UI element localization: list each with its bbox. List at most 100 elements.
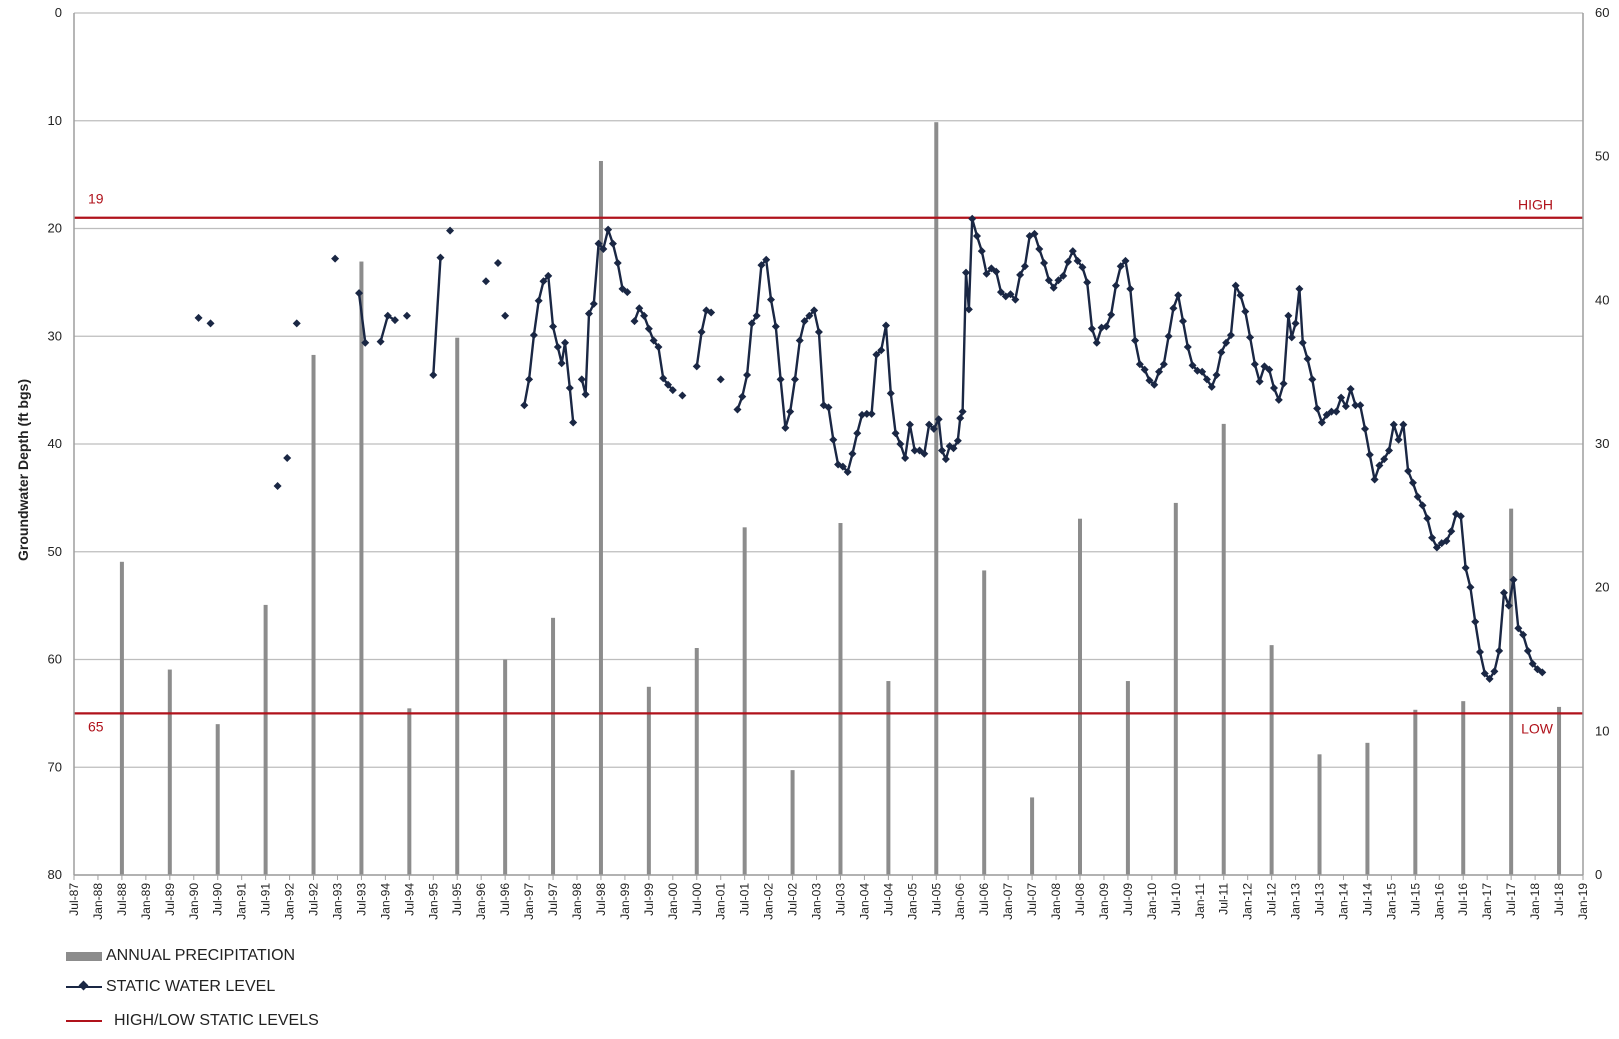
water-level-point	[1107, 310, 1116, 319]
x-tick-label: Jul-89	[163, 883, 177, 916]
water-level-point	[938, 446, 947, 455]
water-level-point	[1207, 382, 1216, 391]
x-tick-label: Jul-03	[833, 883, 847, 916]
precipitation-bar	[886, 681, 891, 875]
water-level-point	[814, 327, 823, 336]
water-level-point	[589, 299, 598, 308]
x-tick-label: Jan-99	[618, 883, 632, 920]
precipitation-bar	[455, 337, 460, 876]
x-tick-label: Jan-94	[378, 883, 392, 920]
grid	[74, 12, 1583, 876]
x-tick-label: Jul-99	[642, 883, 656, 916]
water-level-point	[1413, 492, 1422, 501]
water-level-point	[525, 375, 534, 384]
water-level-point	[961, 268, 970, 277]
water-level-point	[493, 258, 502, 267]
x-tick-label: Jul-14	[1360, 883, 1374, 916]
precipitation-bar	[1413, 709, 1418, 875]
water-level-point	[599, 244, 608, 253]
legend-precipitation: ANNUAL PRECIPITATION	[66, 947, 295, 965]
water-level-point	[390, 316, 399, 325]
water-level-point	[1337, 393, 1346, 402]
water-level-point	[941, 455, 950, 464]
water-level-line	[357, 293, 367, 343]
y-tick-label: 50	[48, 544, 62, 559]
water-level-point	[1308, 375, 1317, 384]
water-level-point	[881, 321, 890, 330]
water-level-point	[1399, 420, 1408, 429]
x-tick-label: Jul-06	[977, 883, 991, 916]
water-level-point	[569, 418, 578, 427]
water-level-point	[1078, 263, 1087, 272]
x-tick-label: Jan-90	[187, 883, 201, 920]
water-level-point	[1064, 257, 1073, 266]
water-level-point	[1480, 669, 1489, 678]
water-level-point	[843, 468, 852, 477]
reference-tag-label: HIGH	[1518, 197, 1553, 213]
y-axis-title: Groundwater Depth (ft bgs)	[15, 379, 31, 561]
x-tick-label: Jul-05	[929, 883, 943, 916]
water-level-point	[1341, 402, 1350, 411]
x-tick-label: Jul-98	[594, 883, 608, 916]
water-level-point	[915, 446, 924, 455]
water-level-point	[968, 214, 977, 223]
x-tick-label: Jul-00	[690, 883, 704, 916]
y-tick-label: 20	[48, 221, 62, 236]
water-level-point	[901, 454, 910, 463]
x-tick-label: Jan-97	[522, 883, 536, 920]
water-level-point	[1327, 407, 1336, 416]
water-level-point	[649, 336, 658, 345]
water-level-point	[767, 295, 776, 304]
water-level-point	[1150, 380, 1159, 389]
legend-levels: HIGH/LOW STATIC LEVELS	[66, 1012, 319, 1030]
precipitation-bar	[311, 354, 316, 876]
x-tick-label: Jul-16	[1456, 883, 1470, 916]
reference-value-label: 65	[88, 718, 104, 734]
water-level-point	[757, 261, 766, 270]
water-level-point	[1523, 646, 1532, 655]
water-level-point	[1116, 262, 1125, 271]
precipitation-bar	[215, 724, 220, 875]
x-tick-label: Jan-05	[905, 883, 919, 920]
x-tick-label: Jan-07	[1001, 883, 1015, 920]
water-level-point	[1442, 536, 1451, 545]
x-tick-label: Jan-06	[953, 883, 967, 920]
water-level-point	[1040, 258, 1049, 267]
x-tick-label: Jan-14	[1336, 883, 1350, 920]
water-level-point	[920, 449, 929, 458]
water-level-point	[1068, 247, 1077, 256]
x-tick-label: Jul-11	[1217, 883, 1231, 915]
water-level-point	[1246, 333, 1255, 342]
x-tick-label: Jul-17	[1504, 883, 1518, 916]
water-level-point	[929, 424, 938, 433]
water-level-point	[640, 311, 649, 320]
water-level-point	[800, 317, 809, 326]
water-level-point	[781, 423, 790, 432]
water-level-point	[1375, 461, 1384, 470]
water-level-point	[1356, 401, 1365, 410]
water-level-point	[1461, 563, 1470, 572]
water-level-point	[613, 258, 622, 267]
water-level-point	[953, 436, 962, 445]
x-tick-label: Jul-18	[1552, 883, 1566, 916]
x-tick-label: Jan-89	[139, 883, 153, 920]
water-level-point	[1408, 478, 1417, 487]
x-tick-label: Jan-11	[1193, 883, 1207, 919]
x-tick-label: Jan-19	[1576, 883, 1590, 920]
reference-value-label: 19	[88, 191, 104, 207]
x-tick-label: Jan-98	[570, 883, 584, 920]
precipitation-bar	[1125, 681, 1130, 875]
water-level-point	[664, 380, 673, 389]
x-tick-label: Jul-08	[1073, 883, 1087, 916]
y2-tick-label: 50	[1595, 149, 1609, 164]
water-level-point	[206, 319, 215, 328]
water-level-point	[956, 414, 965, 423]
water-level-point	[872, 350, 881, 359]
water-level-point	[1466, 583, 1475, 592]
water-level-point	[1035, 244, 1044, 253]
precipitation-bar	[551, 617, 556, 875]
water-level-point	[549, 322, 558, 331]
x-tick-label: Jul-96	[498, 883, 512, 916]
precipitation-bar	[790, 770, 795, 875]
x-tick-label: Jan-12	[1241, 883, 1255, 920]
